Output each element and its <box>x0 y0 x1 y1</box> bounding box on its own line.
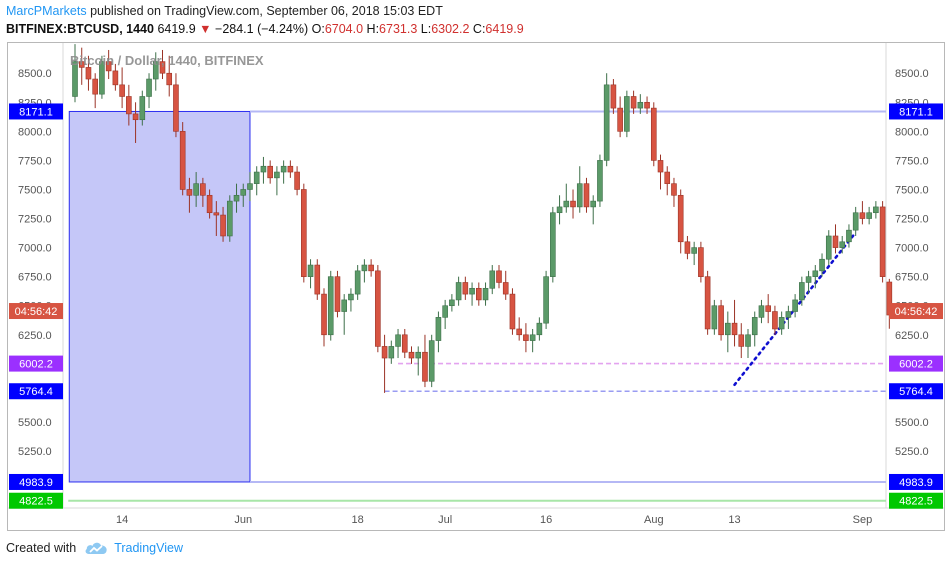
open-label: O: <box>311 22 325 36</box>
price-change: −284.1 (−4.24%) <box>215 22 309 36</box>
low-label: L: <box>420 22 432 36</box>
ohlc-legend: BITFINEX:BTCUSD, 1440 6419.9 ▼ −284.1 (−… <box>6 21 524 38</box>
symbol-label[interactable]: BITFINEX:BTCUSD, 1440 <box>6 22 154 36</box>
low-value: 6302.2 <box>431 22 470 36</box>
chart-frame[interactable] <box>7 42 945 531</box>
created-with-label: Created with <box>6 541 77 555</box>
last-price: 6419.9 <box>157 22 196 36</box>
tradingview-link[interactable]: TradingView <box>84 541 183 555</box>
publication-info: published on TradingView.com, September … <box>90 4 443 18</box>
publication-header: MarcPMarkets published on TradingView.co… <box>6 3 443 20</box>
close-label: C: <box>472 22 486 36</box>
author-link[interactable]: MarcPMarkets <box>6 4 87 18</box>
footer: Created with TradingView <box>6 541 183 555</box>
close-value: 6419.9 <box>485 22 524 36</box>
high-label: H: <box>366 22 380 36</box>
down-triangle-icon: ▼ <box>199 22 212 36</box>
tradingview-brand[interactable]: TradingView <box>114 541 183 555</box>
tradingview-cloud-icon <box>85 542 107 554</box>
high-value: 6731.3 <box>379 22 418 36</box>
open-value: 6704.0 <box>324 22 364 36</box>
